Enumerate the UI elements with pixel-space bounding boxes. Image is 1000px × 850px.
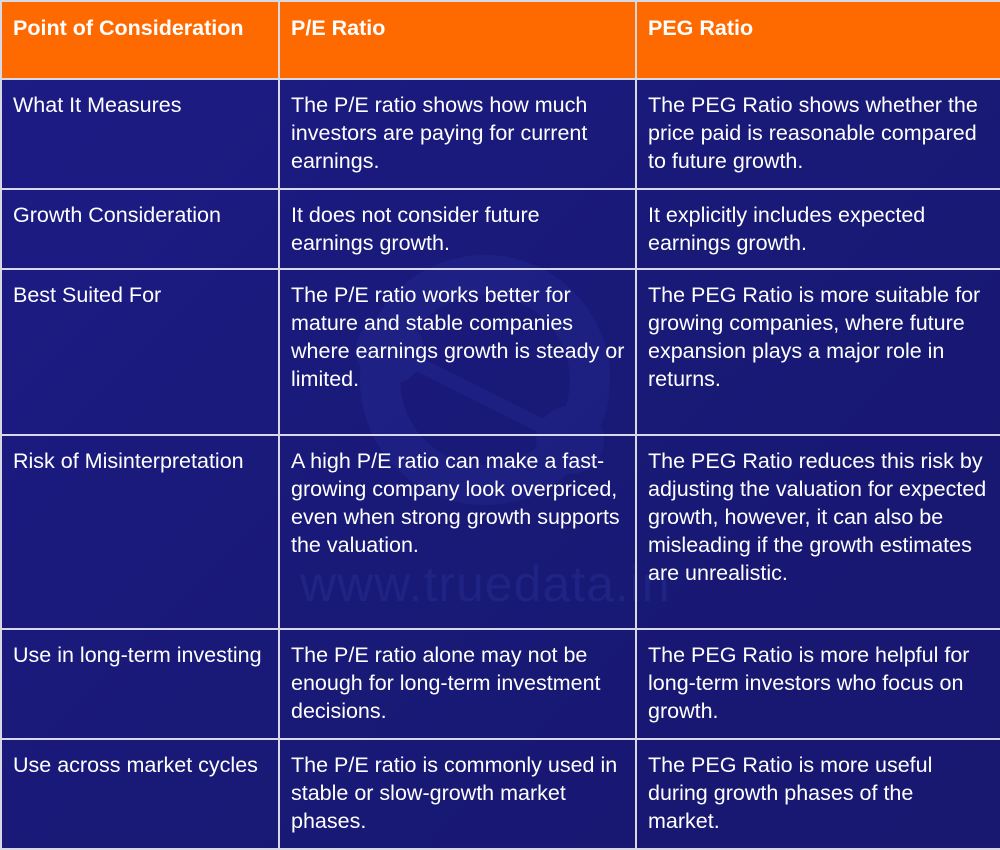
table-row: Best Suited For The P/E ratio works bett… (0, 268, 1000, 436)
pe-cell: It does not consider future earnings gro… (278, 188, 637, 270)
table-row: Risk of Misinterpretation A high P/E rat… (0, 434, 1000, 630)
pe-cell: The P/E ratio is commonly used in stable… (278, 738, 637, 850)
header-row: Point of Consideration P/E Ratio PEG Rat… (0, 0, 1000, 80)
table-row: Use in long-term investing The P/E ratio… (0, 628, 1000, 740)
table-row: What It Measures The P/E ratio shows how… (0, 78, 1000, 190)
row-label: Growth Consideration (0, 188, 280, 270)
peg-cell: The PEG Ratio is more useful during grow… (635, 738, 1000, 850)
header-point-of-consideration: Point of Consideration (0, 0, 280, 80)
peg-cell: The PEG Ratio is more helpful for long-t… (635, 628, 1000, 740)
pe-cell: A high P/E ratio can make a fast-growing… (278, 434, 637, 630)
header-pe-ratio: P/E Ratio (278, 0, 637, 80)
row-label: Best Suited For (0, 268, 280, 436)
row-label: Use across market cycles (0, 738, 280, 850)
table-row: Growth Consideration It does not conside… (0, 188, 1000, 270)
row-label: Risk of Misinterpretation (0, 434, 280, 630)
pe-cell: The P/E ratio works better for mature an… (278, 268, 637, 436)
row-label: What It Measures (0, 78, 280, 190)
pe-cell: The P/E ratio alone may not be enough fo… (278, 628, 637, 740)
header-peg-ratio: PEG Ratio (635, 0, 1000, 80)
peg-cell: It explicitly includes expected earnings… (635, 188, 1000, 270)
peg-cell: The PEG Ratio is more suitable for growi… (635, 268, 1000, 436)
peg-cell: The PEG Ratio shows whether the price pa… (635, 78, 1000, 190)
peg-cell: The PEG Ratio reduces this risk by adjus… (635, 434, 1000, 630)
table-row: Use across market cycles The P/E ratio i… (0, 738, 1000, 850)
row-label: Use in long-term investing (0, 628, 280, 740)
pe-cell: The P/E ratio shows how much investors a… (278, 78, 637, 190)
